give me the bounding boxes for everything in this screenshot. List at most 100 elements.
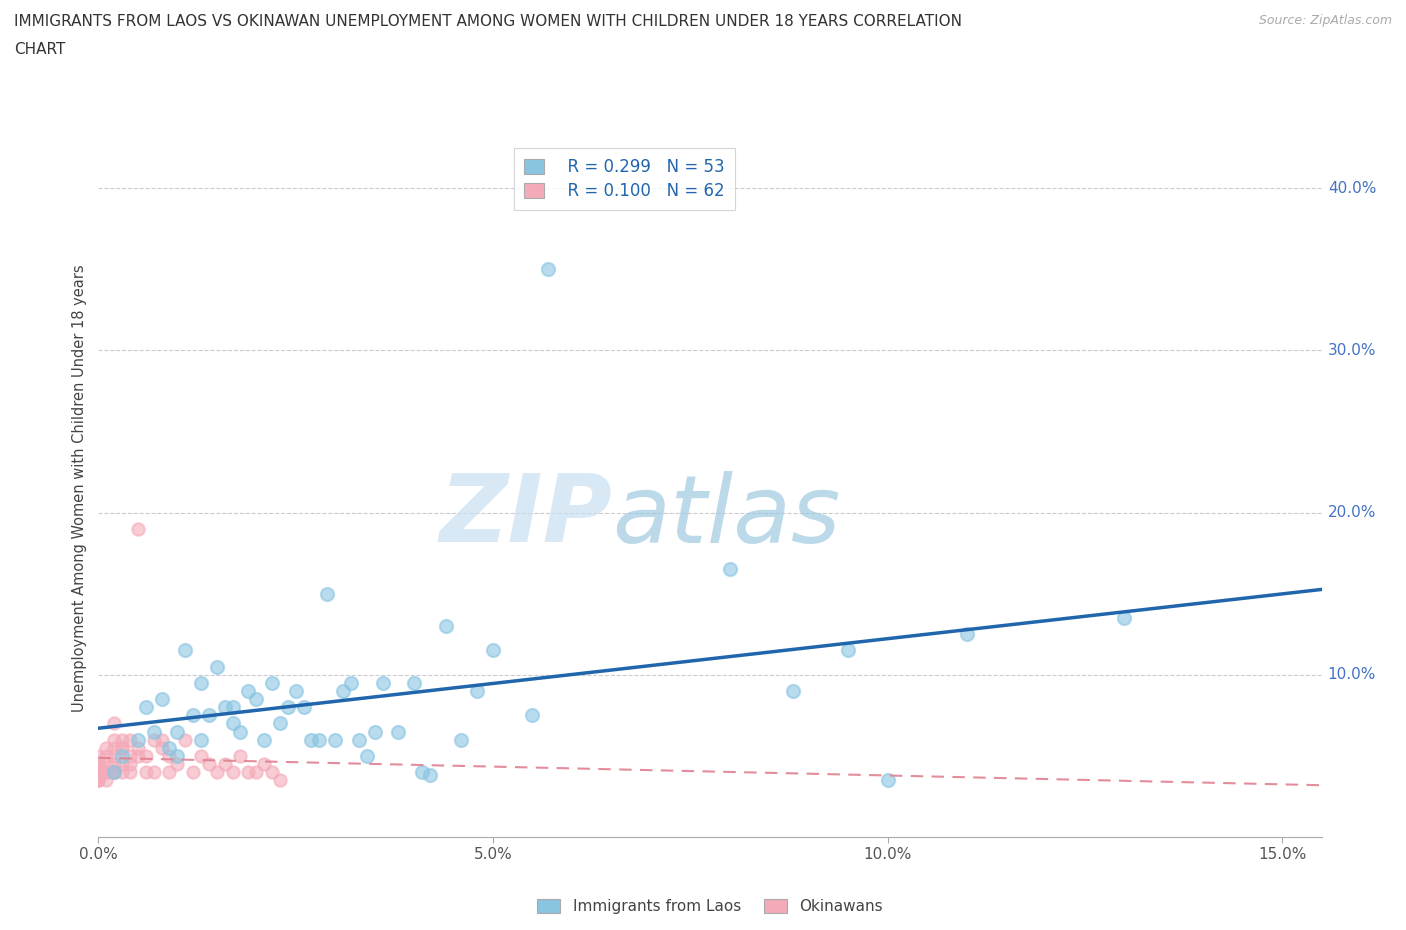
Point: [87, 773, 110, 788]
Point: [284, 684, 307, 698]
Point: [96, 740, 118, 755]
Point: [205, 764, 228, 779]
Point: [269, 773, 291, 788]
Point: [118, 732, 141, 747]
Point: [371, 675, 394, 690]
Point: [198, 757, 221, 772]
Point: [718, 562, 741, 577]
Point: [111, 740, 134, 755]
Point: [118, 757, 141, 772]
Text: 20.0%: 20.0%: [1327, 505, 1376, 520]
Point: [111, 764, 134, 779]
Point: [205, 659, 228, 674]
Point: [103, 716, 125, 731]
Point: [387, 724, 409, 739]
Point: [127, 732, 149, 747]
Point: [87, 749, 110, 764]
Point: [174, 732, 197, 747]
Point: [127, 522, 149, 537]
Point: [434, 618, 457, 633]
Point: [127, 740, 149, 755]
Point: [837, 643, 859, 658]
Point: [135, 749, 157, 764]
Point: [142, 724, 165, 739]
Point: [260, 764, 283, 779]
Point: [150, 740, 173, 755]
Point: [159, 740, 181, 755]
Point: [87, 757, 110, 772]
Text: Source: ZipAtlas.com: Source: ZipAtlas.com: [1258, 14, 1392, 27]
Point: [229, 749, 252, 764]
Point: [253, 757, 276, 772]
Point: [111, 757, 134, 772]
Point: [87, 764, 110, 779]
Point: [142, 732, 165, 747]
Point: [292, 699, 315, 714]
Point: [103, 749, 125, 764]
Point: [135, 699, 157, 714]
Text: 40.0%: 40.0%: [1327, 180, 1376, 195]
Point: [537, 262, 560, 277]
Point: [253, 732, 276, 747]
Point: [96, 764, 118, 779]
Point: [111, 749, 134, 764]
Point: [166, 724, 188, 739]
Point: [135, 764, 157, 779]
Point: [103, 764, 125, 779]
Point: [87, 764, 110, 779]
Point: [142, 764, 165, 779]
Point: [87, 773, 110, 788]
Point: [782, 684, 804, 698]
Point: [238, 764, 260, 779]
Point: [96, 764, 118, 779]
Point: [450, 732, 472, 747]
Point: [411, 764, 433, 779]
Point: [103, 740, 125, 755]
Point: [190, 749, 212, 764]
Point: [404, 675, 426, 690]
Point: [103, 757, 125, 772]
Point: [190, 675, 212, 690]
Legend: Immigrants from Laos, Okinawans: Immigrants from Laos, Okinawans: [531, 893, 889, 920]
Point: [166, 757, 188, 772]
Point: [198, 708, 221, 723]
Point: [221, 716, 243, 731]
Point: [96, 764, 118, 779]
Point: [419, 768, 441, 783]
Point: [323, 732, 346, 747]
Point: [260, 675, 283, 690]
Text: 30.0%: 30.0%: [1327, 343, 1376, 358]
Point: [118, 764, 141, 779]
Point: [96, 773, 118, 788]
Point: [87, 757, 110, 772]
Point: [347, 732, 370, 747]
Point: [332, 684, 354, 698]
Point: [1114, 611, 1136, 626]
Point: [96, 749, 118, 764]
Point: [356, 749, 378, 764]
Point: [308, 732, 330, 747]
Point: [181, 708, 204, 723]
Point: [190, 732, 212, 747]
Point: [159, 764, 181, 779]
Point: [103, 764, 125, 779]
Point: [363, 724, 385, 739]
Point: [181, 764, 204, 779]
Text: ZIP: ZIP: [439, 471, 612, 562]
Point: [166, 749, 188, 764]
Point: [269, 716, 291, 731]
Point: [221, 764, 243, 779]
Point: [174, 643, 197, 658]
Point: [876, 773, 898, 788]
Point: [87, 764, 110, 779]
Point: [103, 732, 125, 747]
Point: [150, 692, 173, 707]
Point: [127, 749, 149, 764]
Point: [316, 586, 339, 601]
Text: IMMIGRANTS FROM LAOS VS OKINAWAN UNEMPLOYMENT AMONG WOMEN WITH CHILDREN UNDER 18: IMMIGRANTS FROM LAOS VS OKINAWAN UNEMPLO…: [14, 14, 962, 29]
Point: [87, 757, 110, 772]
Point: [214, 757, 236, 772]
Point: [96, 757, 118, 772]
Point: [87, 773, 110, 788]
Point: [221, 699, 243, 714]
